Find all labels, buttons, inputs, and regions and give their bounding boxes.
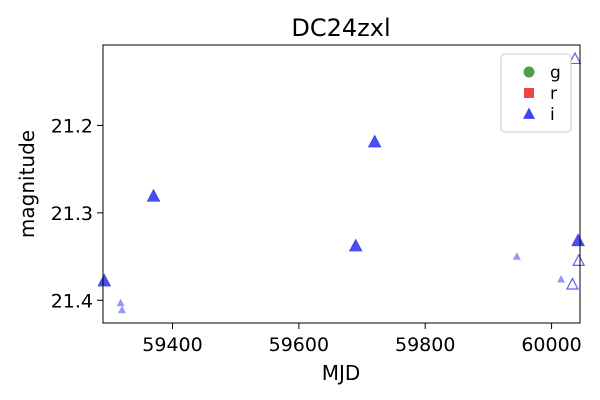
y-axis-label: magnitude [15,130,39,238]
data-point-i [146,188,161,202]
data-point-i [367,134,382,148]
legend: gri [500,53,572,133]
y-axis: 21.2 21.3 21.4 [51,115,103,312]
data-point-i [565,277,579,290]
x-tick-label: 59600 [269,334,329,356]
x-tick-label: 59400 [142,334,202,356]
x-axis: 59400 59600 59800 60000 [142,323,582,356]
legend-box [500,53,572,133]
legend-marker-r [524,88,534,98]
legend-marker-g [523,66,535,78]
data-point-i [571,233,585,247]
chart-title: DC24zxl [291,14,390,42]
data-point-i [116,298,125,307]
data-point-i [512,252,521,260]
x-tick-label: 60000 [521,334,581,356]
legend-label-i: i [550,105,555,125]
x-tick-label: 59800 [395,334,455,356]
legend-label-g: g [550,63,561,83]
legend-label-r: r [550,84,557,104]
data-point-i [557,274,566,283]
data-point-i [572,253,586,266]
data-point-i [117,305,126,314]
plot-marks [97,51,586,314]
data-point-i [97,273,112,287]
data-point-i [348,238,363,252]
data-point-i [568,51,582,65]
y-tick-label: 21.4 [51,290,93,312]
plot-frame [102,44,581,324]
y-tick-label: 21.2 [51,115,93,137]
x-axis-label: MJD [322,361,361,385]
y-tick-label: 21.3 [51,203,93,225]
legend-marker-i [523,107,535,119]
